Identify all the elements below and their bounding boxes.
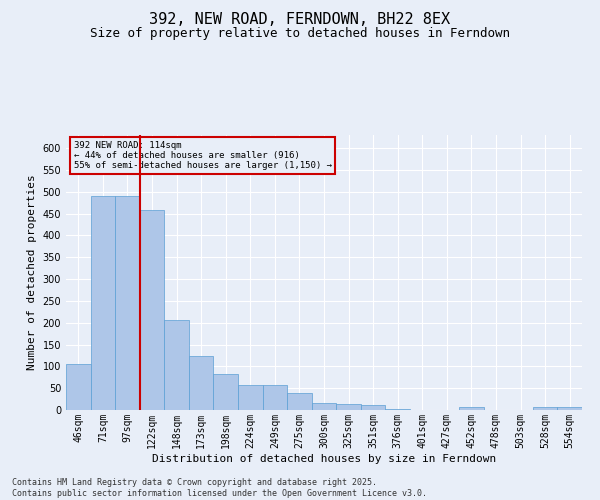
Bar [164,320,189,410]
Bar [91,196,115,410]
Bar [287,392,312,410]
Bar [361,405,385,410]
Text: 392 NEW ROAD: 114sqm
← 44% of detached houses are smaller (916)
55% of semi-deta: 392 NEW ROAD: 114sqm ← 44% of detached h… [74,140,332,170]
Bar [66,364,91,410]
Bar [385,408,410,410]
Text: Size of property relative to detached houses in Ferndown: Size of property relative to detached ho… [90,28,510,40]
Text: Contains HM Land Registry data © Crown copyright and database right 2025.
Contai: Contains HM Land Registry data © Crown c… [12,478,427,498]
Bar [557,408,582,410]
Bar [459,408,484,410]
Y-axis label: Number of detached properties: Number of detached properties [27,174,37,370]
Bar [263,385,287,410]
Bar [214,374,238,410]
Bar [312,404,336,410]
Bar [238,385,263,410]
Bar [115,196,140,410]
Bar [336,404,361,410]
Text: 392, NEW ROAD, FERNDOWN, BH22 8EX: 392, NEW ROAD, FERNDOWN, BH22 8EX [149,12,451,28]
Bar [140,210,164,410]
Bar [533,407,557,410]
X-axis label: Distribution of detached houses by size in Ferndown: Distribution of detached houses by size … [152,454,496,464]
Bar [189,356,214,410]
